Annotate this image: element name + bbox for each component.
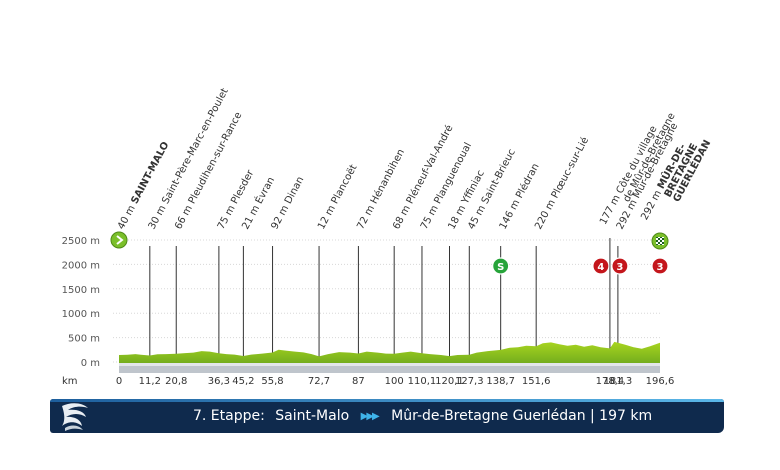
y-tick-label: 0 m xyxy=(81,358,100,369)
climb-marker: 3 xyxy=(611,257,629,275)
finish-flag-icon xyxy=(651,232,669,250)
town-label-line: 220 m Plœuc-sur-Lié xyxy=(532,135,591,231)
km-unit-label: km xyxy=(62,376,78,387)
stage-banner: 7. Etappe: Saint-Malo ▶▶▶ Mûr-de-Bretagn… xyxy=(50,399,724,433)
climb-marker: 4 xyxy=(592,257,610,275)
marker-label: 3 xyxy=(657,262,664,273)
y-tick-label: 500 m xyxy=(68,334,100,345)
km-tick-label: 196,6 xyxy=(646,376,675,387)
km-tick-label: 100 xyxy=(385,376,404,387)
town-label-line: 12 m Plancoët xyxy=(316,163,359,232)
marker-label: 3 xyxy=(616,262,623,273)
km-tick-label: 87 xyxy=(352,376,365,387)
town-label: 220 m Plœuc-sur-Lié xyxy=(532,135,591,231)
km-tick-label: 55,8 xyxy=(261,376,283,387)
y-tick-label: 2000 m xyxy=(62,260,100,271)
marker-label: 4 xyxy=(597,262,604,273)
town-label-line: 75 m Planguenoual xyxy=(419,141,474,231)
stage-finish-distance: Mûr-de-Bretagne Guerlédan | 197 km xyxy=(391,408,653,424)
km-tick-label: 178,4 xyxy=(596,376,625,387)
x-axis-highlight xyxy=(119,363,660,366)
direction-arrows-icon: ▶▶▶ xyxy=(360,410,380,422)
km-tick-label: 120,1 xyxy=(435,376,464,387)
km-tick-label: 72,7 xyxy=(308,376,330,387)
km-tick-label: 0 xyxy=(116,376,122,387)
km-tick-label: 36,3 xyxy=(208,376,230,387)
km-tick-label: 110,1 xyxy=(408,376,437,387)
km-tick-label: 127,3 xyxy=(455,376,484,387)
y-tick-label: 2500 m xyxy=(62,236,100,247)
sprint-marker: S xyxy=(492,257,510,275)
marker-label: S xyxy=(497,262,504,273)
start-arrow-icon xyxy=(110,231,128,249)
km-tick-label: 138,7 xyxy=(486,376,515,387)
stage-start: Saint-Malo xyxy=(275,408,350,424)
elevation-profile-area xyxy=(119,341,660,367)
km-tick-label: 151,6 xyxy=(522,376,551,387)
climb-marker: 3 xyxy=(651,257,669,275)
km-tick-label: 181,3 xyxy=(604,376,633,387)
town-label: 75 m Planguenoual xyxy=(419,141,474,231)
km-tick-label: 11,2 xyxy=(139,376,161,387)
stage-logo-icon xyxy=(62,403,88,431)
km-tick-label: 45,2 xyxy=(232,376,254,387)
km-tick-label: 20,8 xyxy=(165,376,187,387)
stage-number: 7. Etappe: xyxy=(193,408,265,424)
x-axis-bar xyxy=(119,365,660,373)
town-label: 12 m Plancoët xyxy=(316,163,359,232)
y-tick-label: 1500 m xyxy=(62,285,100,296)
y-tick-label: 1000 m xyxy=(62,309,100,320)
